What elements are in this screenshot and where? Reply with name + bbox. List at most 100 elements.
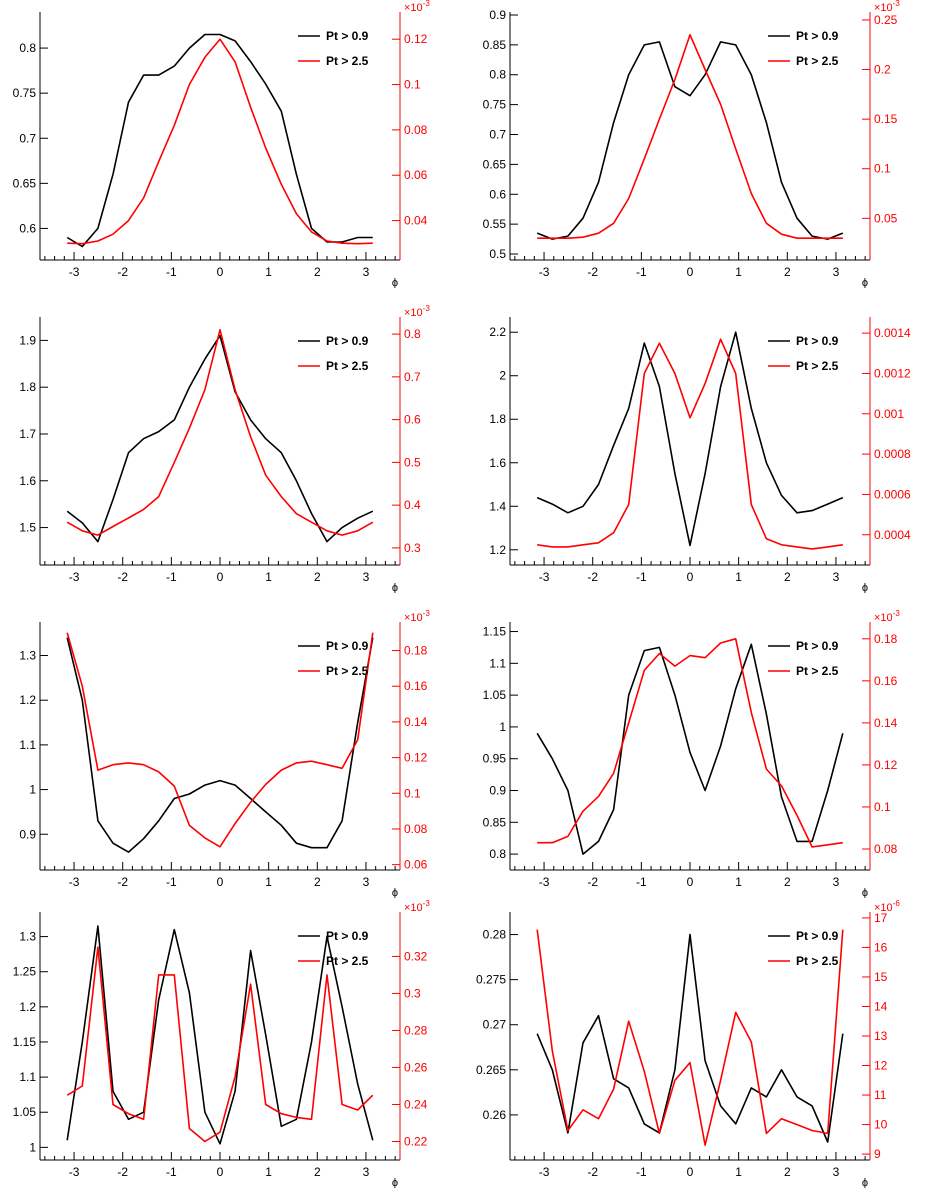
left-y-tick-label: 0.7 [489,128,506,142]
left-y-tick-label: 0.85 [483,38,507,52]
legend-label: Pt > 0.9 [796,639,839,653]
x-tick-label: 2 [784,570,791,584]
right-y-tick-label: 0.06 [404,858,428,872]
x-tick-label: -3 [539,570,550,584]
left-y-tick-label: 1.9 [19,333,36,347]
x-tick-label: 0 [687,875,694,889]
x-axis-label: ϕ [392,1177,398,1188]
x-tick-label: 2 [314,265,321,279]
right-y-tick-label: 0.0014 [874,326,911,340]
series-line-red [537,637,843,848]
left-y-tick-label: 0.75 [13,86,37,100]
left-y-tick-label: 0.26 [483,1108,507,1122]
x-tick-label: -2 [117,875,128,889]
legend-label: Pt > 2.5 [796,954,839,968]
left-y-tick-label: 2.2 [489,325,506,339]
right-y-tick-label: 0.2 [874,63,891,77]
left-y-tick-label: 0.6 [489,187,506,201]
left-y-tick-label: 0.65 [13,176,37,190]
right-y-multiplier: ×10-3 [874,610,900,624]
legend-label: Pt > 0.9 [796,334,839,348]
left-y-tick-label: 1.4 [489,499,506,513]
x-tick-label: -2 [587,265,598,279]
x-tick-label: -3 [69,265,80,279]
legend-label: Pt > 0.9 [796,29,839,43]
x-axis-label: ϕ [392,582,398,593]
left-y-tick-label: 1.6 [489,456,506,470]
series-line-black [536,331,844,547]
x-tick-label: 0 [687,1165,694,1179]
right-y-tick-label: 0.4 [404,498,421,512]
right-y-tick-label: 0.32 [404,949,428,963]
right-y-tick-label: 0.08 [874,842,898,856]
left-y-tick-label: 1.05 [13,1105,37,1119]
x-tick-label: 1 [265,875,272,889]
left-y-tick-label: 0.27 [483,1018,507,1032]
series-line-black [536,643,844,855]
x-tick-label: 1 [265,570,272,584]
x-tick-label: -2 [117,265,128,279]
left-y-tick-label: 1 [29,1140,36,1154]
right-y-tick-label: 13 [874,1029,888,1043]
left-y-tick-label: 0.75 [483,98,507,112]
chart-svg-4: -3 -2 -1 0 1 2 3 ϕ 1.2 1.4 1.6 1.8 2 2.2 0.0004 0.0006 0… [489,317,911,594]
x-axis-label: ϕ [862,887,868,898]
series-line-black [536,933,844,1143]
chart-svg-5: -3 -2 -1 0 1 2 3 ϕ 0.9 1 1.1 1.2 1.3 0.06 0.08 0.1 0.12 0… [19,609,430,899]
right-y-tick-label: 0.1 [404,786,421,800]
left-y-tick-label: 1 [499,720,506,734]
left-y-tick-label: 0.8 [489,847,506,861]
left-y-tick-label: 1.1 [489,656,506,670]
right-y-tick-label: 0.7 [404,370,421,384]
legend-label: Pt > 0.9 [326,29,369,43]
right-y-tick-label: 0.0004 [874,528,911,542]
right-y-tick-label: 0.0006 [874,487,911,501]
right-y-tick-label: 0.04 [404,214,428,228]
left-y-tick-label: 1.15 [13,1035,37,1049]
chart-svg-3: -3 -2 -1 0 1 2 3 ϕ 1.5 1.6 1.7 1.8 1.9 0.3 0.4 0.5 0.6 0.… [19,304,430,594]
x-tick-label: -3 [69,875,80,889]
right-y-tick-label: 0.28 [404,1023,428,1037]
chart-svg-8: -3 -2 -1 0 1 2 3ϕ0.260.2650.270.2750.289101112… [476,899,900,1189]
left-y-tick-label: 1.6 [19,474,36,488]
right-y-tick-label: 0.1 [874,162,891,176]
left-y-tick-label: 0.275 [476,973,506,987]
left-y-tick-label: 2 [499,369,506,383]
right-y-tick-label: 0.5 [404,455,421,469]
x-tick-label: -2 [587,875,598,889]
right-y-tick-label: 15 [874,970,888,984]
x-tick-label: -1 [636,265,647,279]
left-y-tick-label: 1.8 [19,380,36,394]
x-tick-label: 3 [363,1165,370,1179]
right-y-tick-label: 0.1 [874,800,891,814]
legend-label: Pt > 2.5 [326,54,369,68]
right-y-tick-label: 0.14 [404,715,428,729]
left-y-tick-label: 1.3 [19,649,36,663]
x-tick-label: 0 [217,1165,224,1179]
x-tick-label: -1 [166,1165,177,1179]
left-y-tick-label: 1.8 [489,412,506,426]
right-y-tick-label: 0.3 [404,541,421,555]
x-tick-label: -1 [166,265,177,279]
left-y-tick-label: 0.95 [483,752,507,766]
legend-label: Pt > 2.5 [326,664,369,678]
x-tick-label: 0 [217,265,224,279]
left-y-tick-label: 0.9 [489,8,506,22]
left-y-tick-label: 0.9 [489,784,506,798]
chart-panel-5: -3 -2 -1 0 1 2 3 ϕ 0.9 1 1.1 1.2 1.3 0.06 0.08 0.1 0.12 0… [0,609,465,903]
left-y-tick-label: 0.9 [19,827,36,841]
x-tick-label: 1 [735,1165,742,1179]
x-tick-label: 0 [217,875,224,889]
x-tick-label: 3 [363,875,370,889]
chart-panel-3: -3 -2 -1 0 1 2 3 ϕ 1.5 1.6 1.7 1.8 1.9 0.3 0.4 0.5 0.6 0.… [0,304,465,598]
right-y-multiplier: ×10-3 [874,0,900,14]
legend-label: Pt > 0.9 [326,929,369,943]
x-tick-label: -3 [539,1165,550,1179]
left-y-tick-label: 1.2 [19,693,36,707]
right-y-tick-label: 0.12 [404,751,428,765]
right-y-tick-label: 0.18 [404,644,428,658]
right-y-tick-label: 0.16 [404,679,428,693]
left-y-tick-label: 0.5 [489,247,506,261]
right-y-tick-label: 0.0012 [874,366,911,380]
x-axis-label: ϕ [862,582,868,593]
